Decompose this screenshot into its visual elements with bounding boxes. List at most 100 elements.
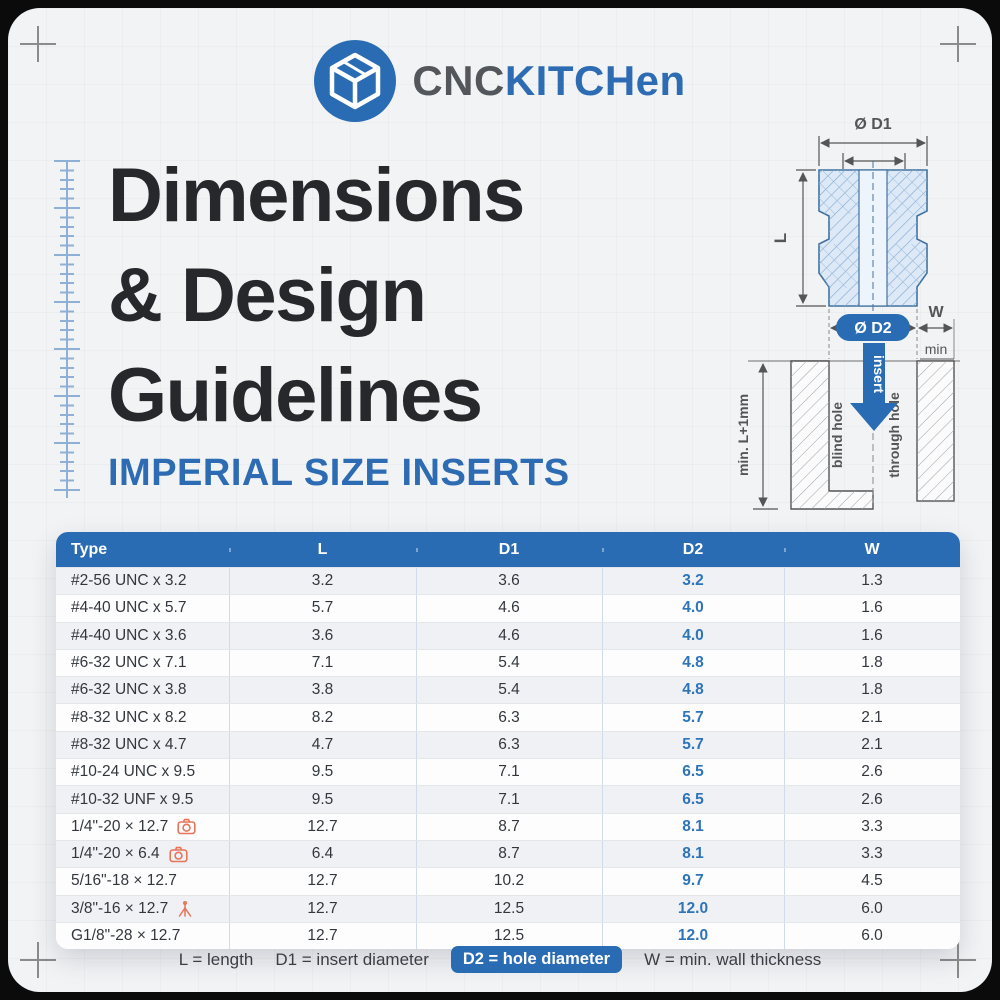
d1-cell: 6.3 — [416, 704, 602, 732]
legend-w: W = min. wall thickness — [644, 949, 822, 969]
page-subtitle: IMPERIAL SIZE INSERTS — [108, 452, 570, 494]
l-cell: 3.8 — [229, 677, 416, 704]
w-min-label: min — [925, 341, 948, 357]
through-hole-label: through hole — [886, 392, 902, 478]
d1-cell: 8.7 — [416, 813, 602, 841]
w-cell: 2.6 — [784, 786, 960, 813]
l-cell: 7.1 — [229, 649, 416, 677]
w-cell: 2.1 — [784, 731, 960, 759]
l-cell: 12.7 — [229, 922, 416, 950]
l-cell: 9.5 — [229, 786, 416, 813]
table-header-row: Type L D1 D2 W — [56, 532, 960, 567]
table-row: #8-32 UNC x 4.7 4.7 6.3 5.7 2.1 — [56, 730, 960, 759]
table-row: #10-24 UNC x 9.5 9.5 7.1 6.5 2.6 — [56, 758, 960, 786]
table-row: 3/8"-16 × 12.7 12.7 12.5 12.0 6.0 — [56, 894, 960, 923]
l-cell: 5.7 — [229, 595, 416, 622]
table-row: #4-40 UNC x 3.6 3.6 4.6 4.0 1.6 — [56, 621, 960, 650]
dimension-legend: L = length D1 = insert diameter D2 = hol… — [8, 946, 992, 973]
d2-cell: 6.5 — [602, 786, 784, 813]
type-cell: #8-32 UNC x 8.2 — [71, 708, 187, 726]
d1-cell: 6.3 — [416, 731, 602, 759]
crop-mark-icon — [940, 942, 976, 978]
d1-cell: 12.5 — [416, 922, 602, 950]
w-dimension-label: W — [928, 304, 944, 321]
ruler-decoration-icon — [54, 160, 80, 498]
insert-arrow-label: insert — [871, 355, 887, 393]
insert-technical-diagram: Ø D1 L — [708, 103, 992, 523]
brand-wordmark-cnc: CNC — [412, 57, 505, 104]
table-row: G1/8"-28 × 12.7 12.7 12.5 12.0 6.0 — [56, 921, 960, 950]
w-cell: 2.6 — [784, 759, 960, 786]
table-row: #4-40 UNC x 5.7 5.7 4.6 4.0 1.6 — [56, 594, 960, 622]
column-header-w: W — [784, 541, 960, 559]
camera-icon — [177, 818, 196, 835]
d2-cell: 4.0 — [602, 622, 784, 650]
d1-cell: 5.4 — [416, 677, 602, 704]
d1-cell: 4.6 — [416, 622, 602, 650]
w-cell: 1.8 — [784, 649, 960, 677]
brand-wordmark: CNCKITCHen — [412, 60, 685, 102]
type-cell: #10-32 UNF x 9.5 — [71, 790, 194, 808]
column-header-l: L — [229, 541, 416, 559]
d2-cell: 8.1 — [602, 840, 784, 868]
l-cell: 12.7 — [229, 868, 416, 895]
w-cell: 3.3 — [784, 840, 960, 868]
column-header-type: Type — [71, 540, 108, 558]
page-background: CNCKITCHen Dimensions & Design Guideline… — [8, 8, 992, 992]
type-cell: #4-40 UNC x 3.6 — [71, 626, 187, 644]
type-cell: G1/8"-28 × 12.7 — [71, 927, 181, 944]
d2-cell: 8.1 — [602, 813, 784, 841]
blind-hole-label: blind hole — [829, 402, 845, 468]
brand-header: CNCKITCHen — [8, 40, 992, 122]
d1-cell: 3.6 — [416, 568, 602, 595]
l-dimension-label: L — [771, 233, 790, 243]
table-row: 1/4"-20 × 12.7 12.7 8.7 8.1 3.3 — [56, 812, 960, 841]
brand-wordmark-kitchen: KITCHen — [504, 57, 686, 104]
d1-cell: 4.6 — [416, 595, 602, 622]
crop-mark-icon — [20, 26, 56, 62]
w-cell: 1.3 — [784, 568, 960, 595]
d1-cell: 7.1 — [416, 786, 602, 813]
tripod-icon — [177, 900, 193, 918]
title-line-2: & Design — [108, 253, 427, 338]
cnc-kitchen-cube-logo-icon — [314, 40, 397, 122]
l-cell: 3.2 — [229, 568, 416, 595]
type-cell: #6-32 UNC x 7.1 — [71, 654, 187, 672]
title-line-3: Guidelines — [108, 353, 483, 438]
table-row: #2-56 UNC x 3.2 3.2 3.6 3.2 1.3 — [56, 567, 960, 595]
d1-dimension-label: Ø D1 — [854, 116, 891, 133]
d2-dimension-badge: Ø D2 — [854, 320, 891, 337]
w-cell: 3.3 — [784, 813, 960, 841]
table-row: 1/4"-20 × 6.4 6.4 8.7 8.1 3.3 — [56, 839, 960, 868]
table-row: #10-32 UNF x 9.5 9.5 7.1 6.5 2.6 — [56, 785, 960, 813]
d1-cell: 7.1 — [416, 759, 602, 786]
legend-d2-badge: D2 = hole diameter — [450, 946, 623, 973]
l-cell: 3.6 — [229, 622, 416, 650]
camera-icon — [169, 846, 188, 863]
d1-cell: 5.4 — [416, 649, 602, 677]
type-cell: 3/8"-16 × 12.7 — [56, 896, 229, 922]
depth-dimension-label: min. L+1mm — [735, 394, 751, 476]
type-cell: #2-56 UNC x 3.2 — [71, 572, 187, 590]
w-cell: 6.0 — [784, 922, 960, 950]
w-cell: 1.6 — [784, 622, 960, 650]
d1-cell: 8.7 — [416, 840, 602, 868]
type-cell: #8-32 UNC x 4.7 — [71, 735, 187, 753]
crop-mark-icon — [20, 942, 56, 978]
type-cell: 1/4"-20 × 6.4 — [56, 841, 229, 867]
d2-cell: 6.5 — [602, 759, 784, 786]
w-cell: 4.5 — [784, 868, 960, 895]
table-row: #8-32 UNC x 8.2 8.2 6.3 5.7 2.1 — [56, 703, 960, 732]
w-cell: 1.8 — [784, 677, 960, 704]
d1-cell: 12.5 — [416, 895, 602, 923]
l-cell: 12.7 — [229, 813, 416, 841]
type-cell: #10-24 UNC x 9.5 — [71, 763, 196, 781]
type-cell: #4-40 UNC x 5.7 — [71, 599, 187, 617]
d2-cell: 5.7 — [602, 731, 784, 759]
d2-cell: 12.0 — [602, 922, 784, 950]
type-cell: 1/4"-20 × 12.7 — [56, 814, 229, 840]
table-row: 5/16"-18 × 12.7 12.7 10.2 9.7 4.5 — [56, 867, 960, 895]
column-header-d1: D1 — [416, 541, 602, 559]
l-cell: 12.7 — [229, 895, 416, 923]
d1-cell: 10.2 — [416, 868, 602, 895]
